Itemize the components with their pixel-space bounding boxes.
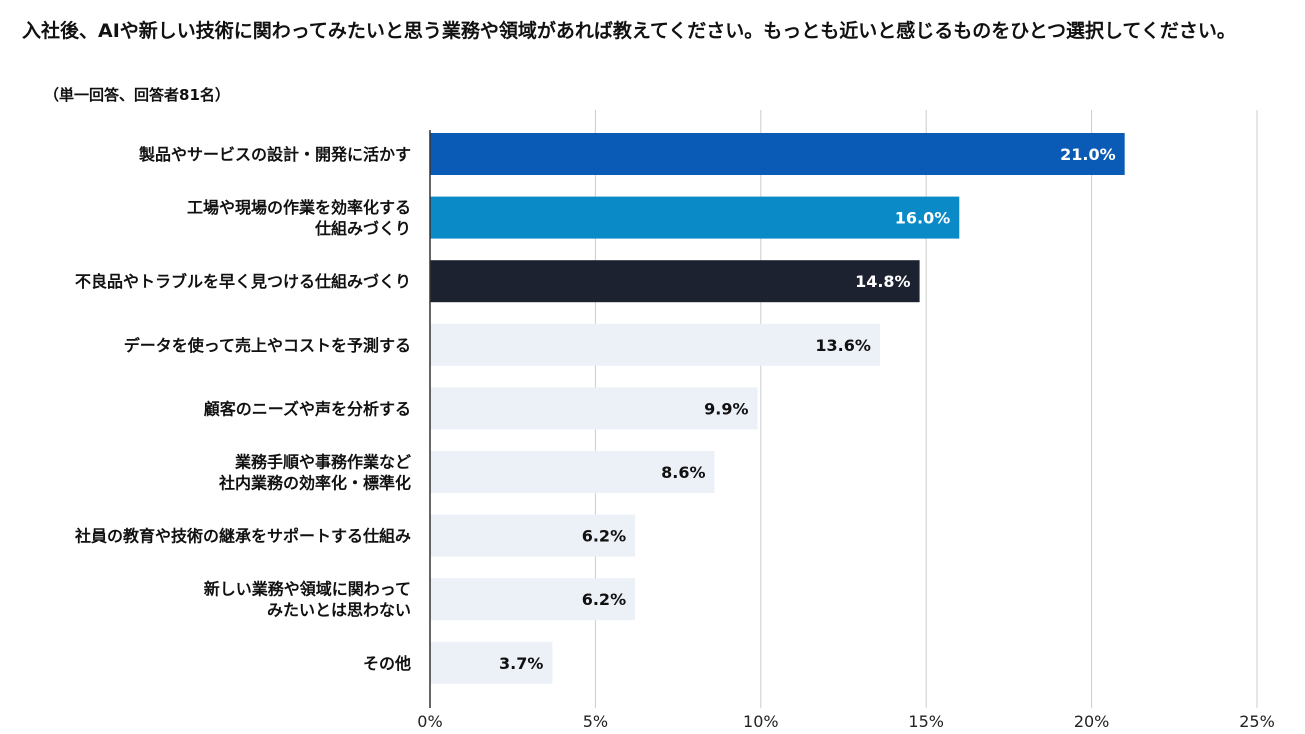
bar bbox=[430, 196, 960, 239]
category-label: 顧客のニーズや声を分析する bbox=[204, 399, 411, 418]
data-label: 13.6% bbox=[815, 336, 871, 355]
x-tick-label: 15% bbox=[908, 712, 944, 731]
x-tick-label: 5% bbox=[583, 712, 608, 731]
category-label: その他 bbox=[363, 654, 411, 673]
bar bbox=[430, 387, 758, 430]
data-label: 21.0% bbox=[1060, 145, 1116, 164]
x-tick-label: 20% bbox=[1074, 712, 1110, 731]
bar bbox=[430, 578, 636, 621]
category-label: 不良品やトラブルを早く見つける仕組みづくり bbox=[75, 272, 411, 291]
bar bbox=[430, 514, 636, 557]
bar bbox=[430, 451, 715, 493]
category-label: 工場や現場の作業を効率化する仕組みづくり bbox=[187, 198, 411, 238]
bar bbox=[430, 641, 553, 684]
bar bbox=[430, 260, 920, 303]
bar bbox=[430, 133, 1125, 175]
chart-subtitle: （単一回答、回答者81名） bbox=[44, 86, 230, 104]
category-label: データを使って売上やコストを予測する bbox=[124, 336, 411, 355]
data-label: 6.2% bbox=[582, 590, 626, 609]
data-label: 8.6% bbox=[661, 463, 705, 482]
x-tick-label: 10% bbox=[743, 712, 779, 731]
data-label: 6.2% bbox=[582, 527, 626, 546]
x-tick-label: 0% bbox=[417, 712, 442, 731]
data-label: 14.8% bbox=[855, 272, 911, 291]
data-label: 3.7% bbox=[499, 654, 543, 673]
data-label: 9.9% bbox=[704, 399, 748, 418]
bar bbox=[430, 323, 880, 366]
category-label: 社員の教育や技術の継承をサポートする仕組み bbox=[74, 527, 411, 546]
category-label: 新しい業務や領域に関わってみたいとは思わない bbox=[204, 580, 411, 620]
data-label: 16.0% bbox=[895, 209, 951, 228]
category-label: 業務手順や事務作業など社内業務の効率化・標準化 bbox=[218, 453, 411, 493]
chart-title: 入社後、AIや新しい技術に関わってみたいと思う業務や領域があれば教えてください。… bbox=[22, 20, 1236, 42]
x-tick-label: 25% bbox=[1239, 712, 1275, 731]
category-label: 製品やサービスの設計・開発に活かす bbox=[138, 145, 411, 164]
